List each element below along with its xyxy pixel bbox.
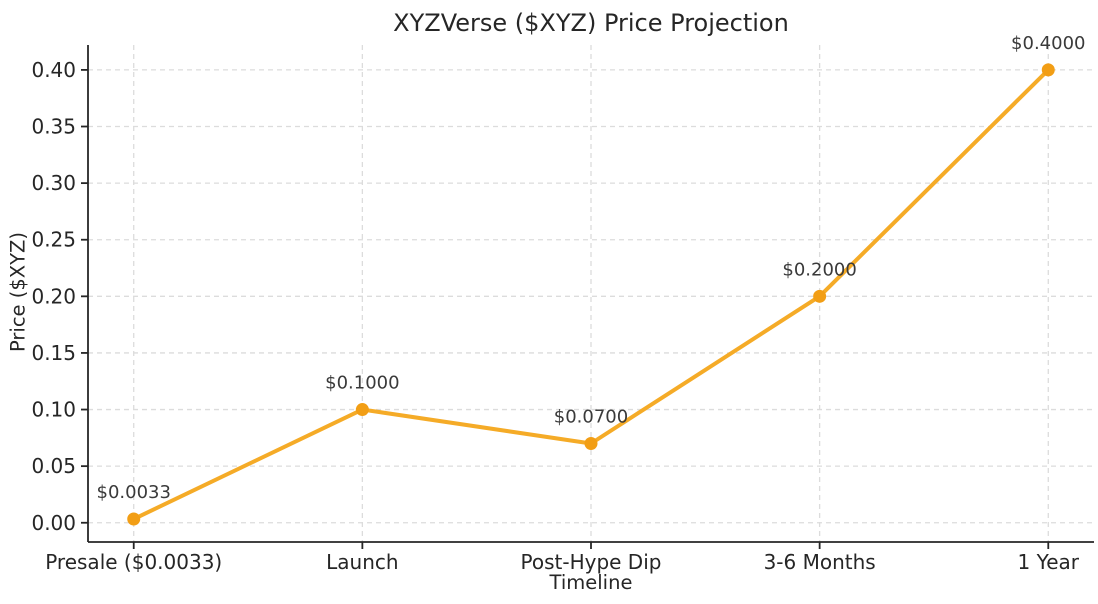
y-tick-label: 0.35 (31, 115, 76, 139)
x-axis-label: Timeline (549, 571, 633, 594)
y-tick-label: 0.10 (31, 398, 76, 422)
data-point (127, 512, 141, 526)
data-point (813, 289, 827, 303)
data-point-label: $0.1000 (325, 373, 399, 394)
x-tick-label: 3-6 Months (764, 550, 876, 574)
data-point-label: $0.4000 (1011, 33, 1085, 54)
y-tick-label: 0.25 (31, 228, 76, 252)
data-point-label: $0.2000 (782, 259, 856, 280)
y-tick-label: 0.00 (31, 511, 76, 535)
data-point (584, 437, 598, 451)
chart-title: XYZVerse ($XYZ) Price Projection (393, 9, 789, 37)
y-tick-label: 0.05 (31, 454, 76, 478)
data-point (1041, 63, 1055, 77)
data-point-label: $0.0033 (97, 482, 171, 503)
x-tick-label: Post-Hype Dip (521, 550, 662, 574)
data-point-label: $0.0700 (554, 407, 628, 428)
data-point (355, 403, 369, 417)
x-tick-label: Launch (326, 550, 398, 574)
x-tick-label: Presale ($0.0033) (45, 550, 222, 574)
y-tick-label: 0.40 (31, 58, 76, 82)
y-tick-label: 0.15 (31, 341, 76, 365)
y-tick-label: 0.30 (31, 171, 76, 195)
y-tick-label: 0.20 (31, 284, 76, 308)
x-tick-label: 1 Year (1018, 550, 1080, 574)
